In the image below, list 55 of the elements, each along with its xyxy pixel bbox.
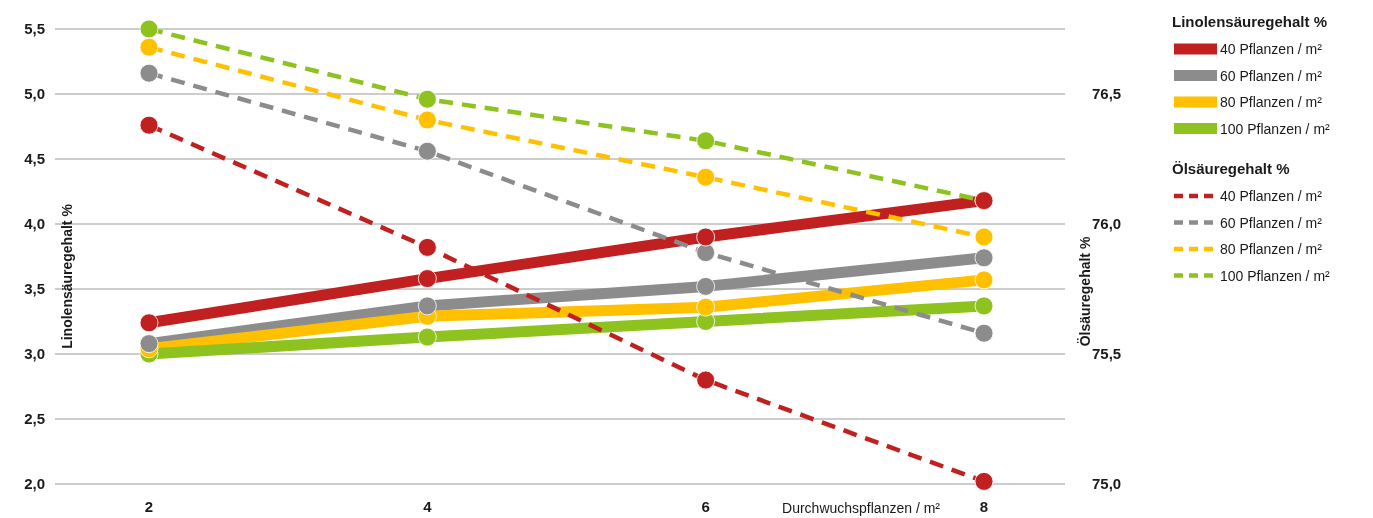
point (696, 243, 716, 262)
point (696, 277, 716, 296)
legend-label: 80 Pflanzen / m² (1220, 241, 1323, 257)
legend-label: 60 Pflanzen / m² (1220, 214, 1323, 231)
legend-label: 60 Pflanzen / m² (1220, 67, 1323, 84)
legend-label: 100 Pflanzen / m² (1220, 120, 1331, 137)
y-tick-label: 5,5 (24, 20, 45, 37)
point (139, 313, 159, 333)
y-tick-label: 3,0 (24, 345, 45, 362)
y2-tick-label: 75,5 (1092, 345, 1122, 362)
point (139, 115, 159, 135)
point (417, 296, 437, 316)
text: Ölsäuregehalt % (1172, 160, 1290, 177)
y-tick-label: 4,0 (24, 215, 45, 232)
legend-label: 100 Pflanzen / m² (1220, 267, 1331, 284)
y2-tick-label: 76,0 (1092, 215, 1122, 232)
x-tick-label: 2 (144, 498, 154, 515)
point (696, 167, 716, 187)
point (139, 19, 159, 39)
point (417, 238, 437, 257)
point (139, 63, 159, 83)
x-tick-label: 6 (701, 498, 710, 515)
point (974, 296, 994, 316)
point (417, 89, 437, 109)
legend-label: 40 Pflanzen / m² (1220, 188, 1323, 204)
x-axis-title: Durchwuchspflanzen / m² (782, 500, 941, 516)
y-tick-label: 3,5 (24, 280, 45, 297)
point (696, 370, 716, 390)
point (974, 248, 994, 268)
point (974, 323, 994, 343)
point (417, 141, 437, 161)
point (974, 227, 994, 247)
point (696, 131, 716, 151)
point (696, 227, 716, 247)
point (974, 270, 994, 290)
y2-tick-label: 75,0 (1092, 475, 1122, 492)
y-axis-title: Linolensäuregehalt % (59, 203, 75, 349)
y-tick-label: 2,5 (24, 410, 45, 427)
point (139, 334, 159, 353)
point (417, 110, 437, 130)
point (696, 297, 716, 317)
x-tick-label: 4 (423, 498, 433, 515)
y2-tick-label: 76,5 (1092, 85, 1122, 102)
y-tick-label: 2,0 (24, 475, 45, 492)
point (974, 472, 994, 491)
x-tick-label: 8 (979, 498, 989, 515)
text: Linolensäuregehalt % (1172, 13, 1328, 30)
point (417, 327, 437, 347)
y2-axis-title: Ölsäuregehalt % (1077, 236, 1093, 347)
y-tick-label: 5,0 (24, 85, 45, 102)
legend-label: 80 Pflanzen / m² (1220, 94, 1323, 110)
y-tick-label: 4,5 (24, 150, 45, 167)
point (139, 37, 159, 57)
legend-label: 40 Pflanzen / m² (1220, 41, 1323, 57)
point (417, 269, 437, 288)
